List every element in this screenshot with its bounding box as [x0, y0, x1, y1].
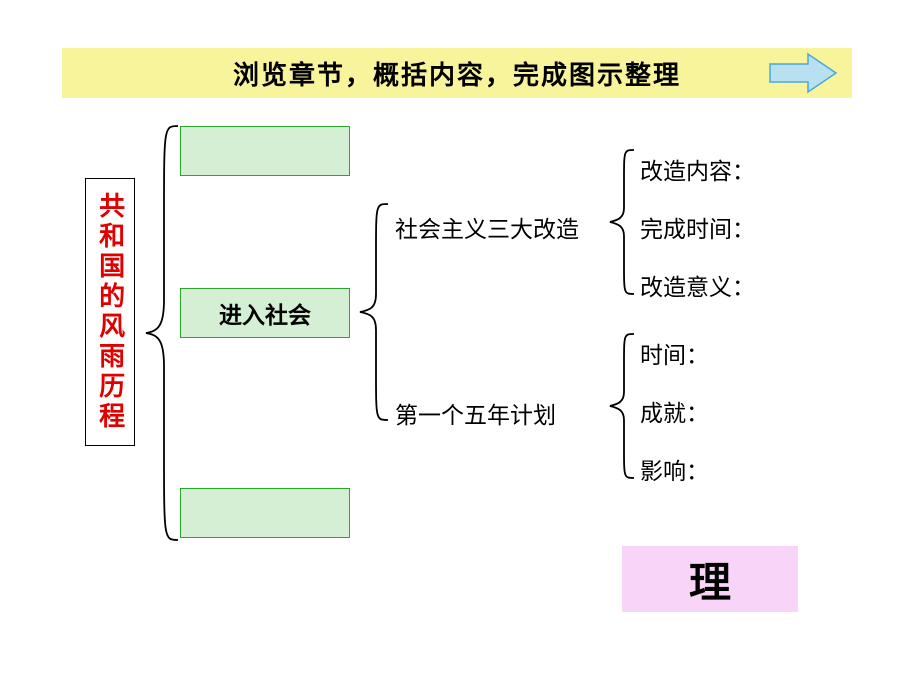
- detail-1: 改造内容：: [640, 152, 755, 186]
- detail-3: 改造意义：: [640, 268, 755, 302]
- detail-6: 影响：: [640, 452, 709, 486]
- footer-text: 理: [689, 549, 731, 610]
- mid-label-2: 第一个五年计划: [395, 396, 556, 430]
- title-bar: 浏览章节，概括内容，完成图示整理: [62, 48, 852, 98]
- footer-box: 理: [622, 546, 798, 612]
- branch-box-1: [180, 126, 350, 176]
- brace-mid: [354, 198, 390, 426]
- detail-2: 完成时间：: [640, 210, 755, 244]
- brace-root: [140, 120, 180, 546]
- root-text: 共和国的风雨历程: [94, 192, 125, 432]
- detail-5: 成就：: [640, 394, 709, 428]
- title-text: 浏览章节，概括内容，完成图示整理: [233, 55, 681, 92]
- arrow-icon: [768, 52, 838, 99]
- detail-4: 时间：: [640, 336, 709, 370]
- brace-detail-2: [604, 328, 636, 484]
- brace-detail-1: [604, 144, 636, 300]
- mid-label-1: 社会主义三大改造: [395, 210, 579, 244]
- root-box: 共和国的风雨历程: [85, 178, 135, 446]
- branch-box-3: [180, 488, 350, 538]
- branch-text-2: 进入社会: [219, 296, 311, 330]
- branch-box-2: 进入社会: [180, 288, 350, 338]
